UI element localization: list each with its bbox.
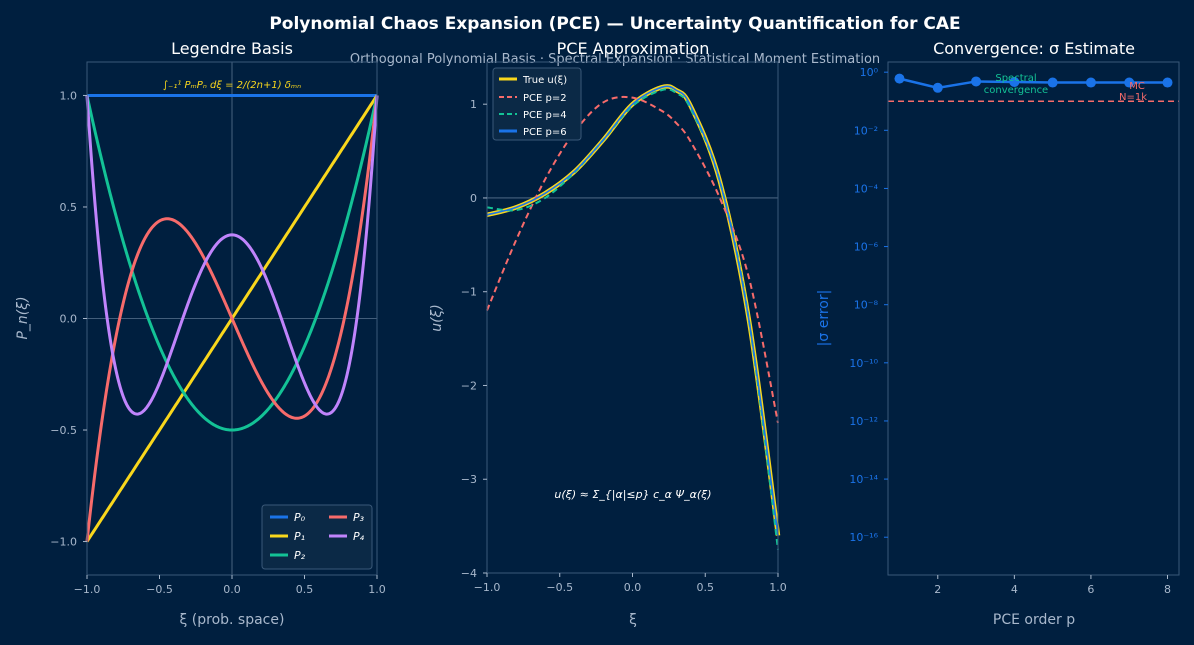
legend-label-true: True u(ξ)	[522, 75, 567, 86]
convergence-point	[971, 76, 982, 87]
legendre-xtick-label: 0.5	[296, 583, 314, 596]
pce-xlabel: ξ	[629, 612, 637, 628]
pce-xtick-label: 1.0	[769, 581, 787, 594]
convergence-point	[1009, 76, 1020, 87]
convergence-point	[1162, 77, 1173, 88]
legendre-ytick-label: −1.0	[50, 536, 77, 549]
convergence-ytick-label: 10⁻⁶	[854, 241, 879, 254]
pce-xtick-label: 0.0	[624, 581, 642, 594]
legendre-lines	[85, 93, 379, 543]
legendre-ytick-label: −0.5	[50, 424, 77, 437]
pce-line-pce-p-6	[486, 85, 779, 536]
convergence-lines	[888, 73, 1179, 102]
legend-label-p0: P₀	[294, 511, 306, 524]
pce-legend: True u(ξ) PCE p=2 PCE p=4 PCE p=6	[492, 67, 582, 141]
convergence-ylabel: |σ error|	[816, 290, 832, 347]
legendre-ytick-label: 1.0	[60, 89, 78, 102]
figure-title: Polynomial Chaos Expansion (PCE) — Uncer…	[269, 14, 960, 34]
legendre-ytick-label: 0.0	[60, 313, 78, 326]
legendre-basis-panel: Legendre Basis −1.0 −0.5 0.0 0.5 1.0 −1.0 −0.5…	[15, 39, 386, 628]
legend-label-p4-approx: PCE p=4	[523, 110, 567, 121]
convergence-ytick-label: 10⁻¹⁰	[849, 357, 878, 370]
pce-formula-annotation: u(ξ) ≈ Σ_{|α|≤p} c_α Ψ_α(ξ)	[554, 488, 711, 501]
pce-ytick-label: −4	[461, 567, 477, 580]
pce-line-pce-p-4	[486, 88, 779, 550]
convergence-xtick-label: 4	[1011, 583, 1018, 596]
convergence-axes-frame	[887, 61, 1180, 576]
convergence-panel-title: Convergence: σ Estimate	[933, 39, 1135, 58]
convergence-ytick-label: 10⁰	[860, 66, 879, 79]
legendre-line-p4	[85, 95, 379, 416]
convergence-ytick-label: 10⁻¹⁶	[849, 531, 878, 544]
legend-label-p3: P₃	[353, 511, 365, 524]
pce-ticks: −1.0 −0.5 0.0 0.5 1.0 −4 −3 −2 −1 0 1	[461, 98, 787, 594]
legendre-line-p3	[85, 95, 379, 542]
convergence-xtick-label: 6	[1087, 583, 1094, 596]
pce-ytick-label: −3	[461, 473, 477, 486]
pce-ytick-label: 1	[470, 98, 477, 111]
legend-label-p2: P₂	[294, 549, 306, 562]
mc-annotation-line1: MC	[1129, 81, 1145, 92]
legend-label-p2-approx: PCE p=2	[523, 93, 567, 104]
pce-ylabel: u(ξ)	[429, 304, 445, 332]
orthogonality-annotation: ∫₋₁¹ PₘPₙ dξ = 2/(2n+1) δₘₙ	[163, 80, 301, 91]
convergence-line	[899, 77, 1168, 90]
pce-xtick-label: −1.0	[474, 581, 501, 594]
pce-ytick-label: −2	[461, 379, 477, 392]
convergence-xtick-label: 2	[934, 583, 941, 596]
legendre-legend: P₀ P₁ P₂ P₃ P₄	[261, 504, 373, 570]
pce-line-pce-p-2	[486, 95, 779, 424]
pce-ytick-label: 0	[470, 192, 477, 205]
convergence-point	[1085, 77, 1096, 88]
convergence-point	[1124, 77, 1135, 88]
legendre-xtick-label: 1.0	[368, 583, 386, 596]
figure-subtitle: Orthogonal Polynomial Basis · Spectral E…	[350, 52, 880, 67]
legendre-line-p2	[85, 95, 379, 432]
legendre-xtick-label: −1.0	[74, 583, 101, 596]
pce-xtick-label: 0.5	[697, 581, 715, 594]
legendre-panel-title: Legendre Basis	[171, 39, 293, 58]
legendre-xtick-label: 0.0	[223, 583, 241, 596]
pce-ytick-label: −1	[461, 286, 477, 299]
convergence-point	[894, 73, 905, 84]
legendre-legend-box	[261, 504, 373, 570]
convergence-ytick-label: 10⁻⁸	[854, 299, 879, 312]
convergence-xlabel: PCE order p	[993, 612, 1075, 628]
legend-label-p4: P₄	[353, 530, 365, 543]
pce-approximation-panel: PCE Approximation −1.0 −0.5 0.0 0.5 1.0−4−3−…	[429, 39, 787, 628]
convergence-xtick-label: 8	[1164, 583, 1171, 596]
convergence-point	[1047, 77, 1058, 88]
legend-label-p1: P₁	[294, 530, 305, 543]
legendre-xtick-label: −0.5	[146, 583, 173, 596]
legendre-ticks: −1.0 −0.5 0.0 0.5 1.0 −1.0 −0.5 0.0 0.5 1.0	[50, 89, 385, 596]
legendre-xlabel: ξ (prob. space)	[180, 612, 285, 628]
legendre-ytick-label: 0.5	[60, 201, 78, 214]
convergence-panel: Convergence: σ Estimate 2 4 6 8 10⁰ 10⁻² 10⁻⁴ 1…	[816, 39, 1180, 628]
mc-annotation-line2: N=1k	[1119, 92, 1147, 103]
legend-label-p6-approx: PCE p=6	[523, 127, 567, 138]
pce-panel-title: PCE Approximation	[557, 39, 710, 58]
convergence-point	[932, 82, 943, 93]
pce-xtick-label: −0.5	[546, 581, 573, 594]
pce-lines	[486, 84, 781, 550]
convergence-ticks: 2 4 6 8 10⁰ 10⁻² 10⁻⁴ 10⁻⁶ 10⁻⁸ 10⁻¹⁰ 10⁻¹² 10⁻¹⁴ 10…	[849, 66, 1171, 596]
convergence-ytick-label: 10⁻⁴	[854, 182, 879, 195]
pce-legend-box	[492, 67, 582, 141]
legendre-ylabel: P_n(ξ)	[15, 296, 31, 339]
convergence-ytick-label: 10⁻¹⁴	[849, 473, 878, 486]
convergence-ytick-label: 10⁻¹²	[849, 415, 878, 428]
convergence-ytick-label: 10⁻²	[854, 124, 878, 137]
spectral-annotation-line1: Spectral	[995, 73, 1036, 84]
spectral-annotation-line2: convergence	[984, 85, 1048, 96]
